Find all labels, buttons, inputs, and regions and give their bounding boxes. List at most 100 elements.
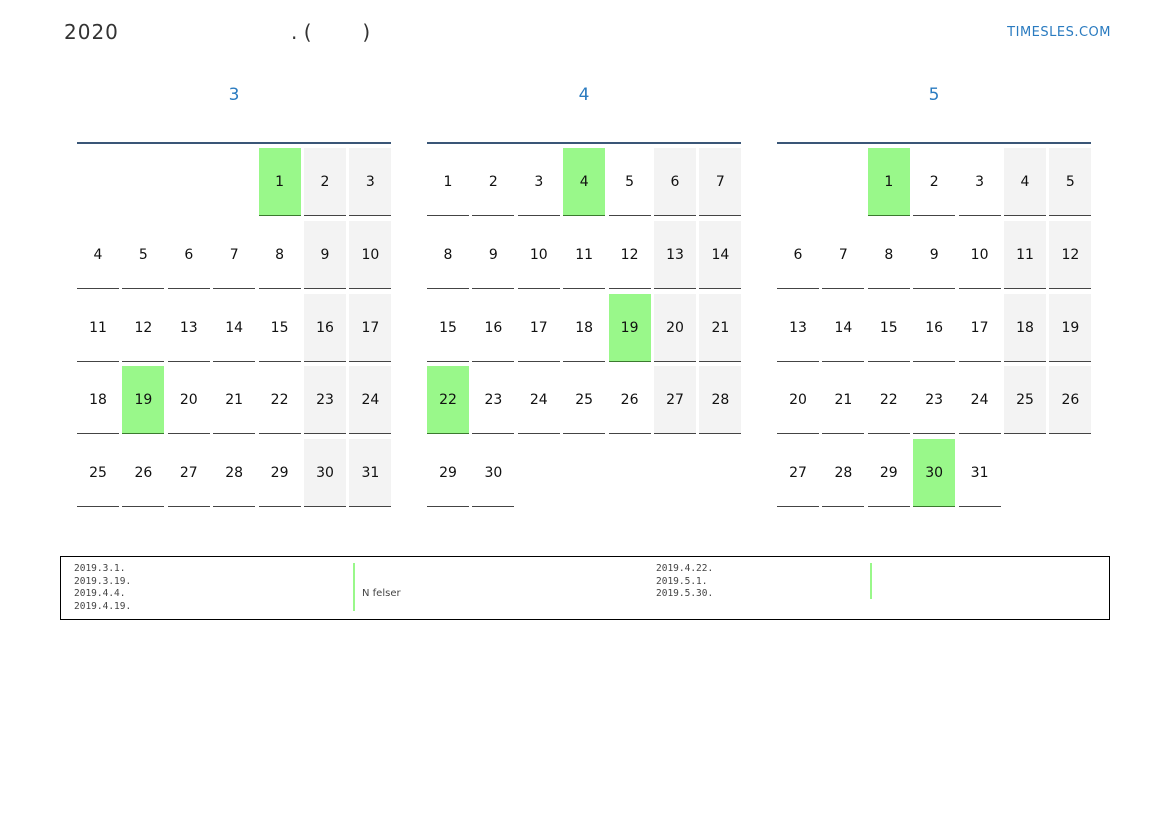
day-cell: 26 [122, 439, 165, 508]
holiday-day-cell: 1 [258, 148, 301, 216]
day-cell: 4 [1004, 148, 1046, 216]
day-cell: 31 [349, 439, 392, 508]
holiday-day-cell: 22 [427, 366, 469, 435]
day-cell: 23 [304, 366, 346, 435]
day-cell: 30 [304, 439, 346, 508]
day-cell: 27 [167, 439, 210, 508]
day-cell: 18 [1004, 293, 1046, 362]
day-cell: 28 [699, 366, 742, 435]
day-cell: 16 [472, 294, 515, 362]
day-cell: 9 [913, 221, 956, 289]
day-cell: 14 [822, 294, 865, 362]
day-cell: 15 [427, 294, 469, 362]
day-cell: 13 [167, 294, 210, 362]
day-cell: 24 [958, 366, 1001, 435]
day-cell: 7 [699, 148, 742, 216]
day-cell: 16 [304, 293, 346, 362]
day-cell: 5 [122, 221, 165, 289]
day-cell: 9 [304, 220, 346, 289]
day-cell: 24 [349, 366, 392, 435]
day-cell: 7 [822, 221, 865, 289]
month-rule [777, 142, 1091, 144]
day-cell: 29 [258, 439, 301, 508]
day-cell: 8 [258, 221, 301, 289]
month-block: 3 1 2 3 4 5 6 7 8 9 10 11 12 13 14 15 16 17 18 19 20 21 22 23 2… [77, 80, 392, 508]
legend-date: 2019.3.19. [74, 575, 132, 587]
day-cell: 29 [427, 439, 469, 508]
day-cell: 2 [913, 148, 956, 216]
holiday-day-cell: 1 [867, 148, 910, 216]
month-rule [427, 142, 741, 144]
holiday-day-cell: 19 [122, 366, 165, 435]
day-cell: 3 [349, 148, 392, 216]
holiday-legend: 2019.3.1. 2019.3.19. 2019.4.4. 2019.4.19… [60, 556, 1110, 620]
day-cell: 25 [563, 366, 606, 435]
day-cell: 12 [1049, 220, 1092, 289]
day-cell: 17 [958, 294, 1001, 362]
day-cell: 29 [867, 439, 910, 508]
day-cell: 19 [1049, 293, 1092, 362]
day-cell: 20 [167, 366, 210, 435]
calendar-subtitle: . ( ) [291, 20, 371, 44]
day-cell: 15 [258, 294, 301, 362]
day-cell: 20 [777, 366, 819, 435]
legend-holiday-marker [353, 563, 355, 611]
day-cell: 6 [654, 148, 696, 216]
legend-date: 2019.5.1. [656, 575, 708, 587]
day-cell: 2 [472, 148, 515, 216]
day-cell: 25 [1004, 366, 1046, 435]
day-cell: 11 [77, 294, 119, 362]
day-cell: 21 [213, 366, 256, 435]
brand-link[interactable]: TIMESLES.COM [1007, 25, 1111, 40]
day-cell: 18 [77, 366, 119, 435]
day-cell: 13 [777, 294, 819, 362]
day-cell: 6 [167, 221, 210, 289]
day-cell: 6 [777, 221, 819, 289]
legend-date: 2019.4.19. [74, 600, 132, 612]
month-title: 3 [228, 85, 240, 105]
legend-right-column: 2019.4.22. 2019.5.1. 2019.5.30. [656, 563, 713, 601]
month-title: 4 [578, 85, 590, 105]
day-cell: 11 [563, 221, 606, 289]
day-cell: 15 [867, 294, 910, 362]
day-cell: 8 [867, 221, 910, 289]
day-cell: 9 [472, 221, 515, 289]
legend-note: N felser [362, 588, 401, 599]
legend-left-column: 2019.3.1. 2019.3.19. 2019.4.4. 2019.4.19… [74, 563, 131, 613]
day-cell: 23 [913, 366, 956, 435]
day-cell: 11 [1004, 220, 1046, 289]
day-cell: 14 [213, 294, 256, 362]
day-cell: 26 [608, 366, 651, 435]
day-cell: 22 [867, 366, 910, 435]
day-cell: 10 [517, 221, 560, 289]
day-cell: 17 [349, 293, 392, 362]
legend-date: 2019.3.1. [74, 563, 126, 574]
day-cell: 17 [517, 294, 560, 362]
calendar-year: 2020 [64, 20, 119, 44]
day-cell: 18 [563, 294, 606, 362]
day-cell: 14 [699, 220, 742, 289]
legend-date: 2019.4.22. [656, 563, 714, 574]
day-cell: 2 [304, 148, 346, 216]
day-cell: 16 [913, 294, 956, 362]
day-cell: 27 [777, 439, 819, 508]
legend-date: 2019.4.4. [74, 588, 126, 599]
day-cell: 7 [213, 221, 256, 289]
day-cell: 22 [258, 366, 301, 435]
month-rule [77, 142, 391, 144]
day-cell: 13 [654, 220, 696, 289]
day-cell: 5 [608, 148, 651, 216]
day-cell: 28 [822, 439, 865, 508]
holiday-day-cell: 30 [913, 439, 956, 508]
day-cell: 8 [427, 221, 469, 289]
day-cell: 3 [517, 148, 560, 216]
day-cell: 31 [958, 439, 1001, 508]
day-cell: 10 [958, 221, 1001, 289]
day-cell: 4 [77, 221, 119, 289]
day-cell: 28 [213, 439, 256, 508]
day-cell: 5 [1049, 148, 1092, 216]
day-cell: 24 [517, 366, 560, 435]
legend-date: 2019.5.30. [656, 588, 714, 599]
day-cell: 20 [654, 293, 696, 362]
day-cell: 30 [472, 439, 515, 508]
